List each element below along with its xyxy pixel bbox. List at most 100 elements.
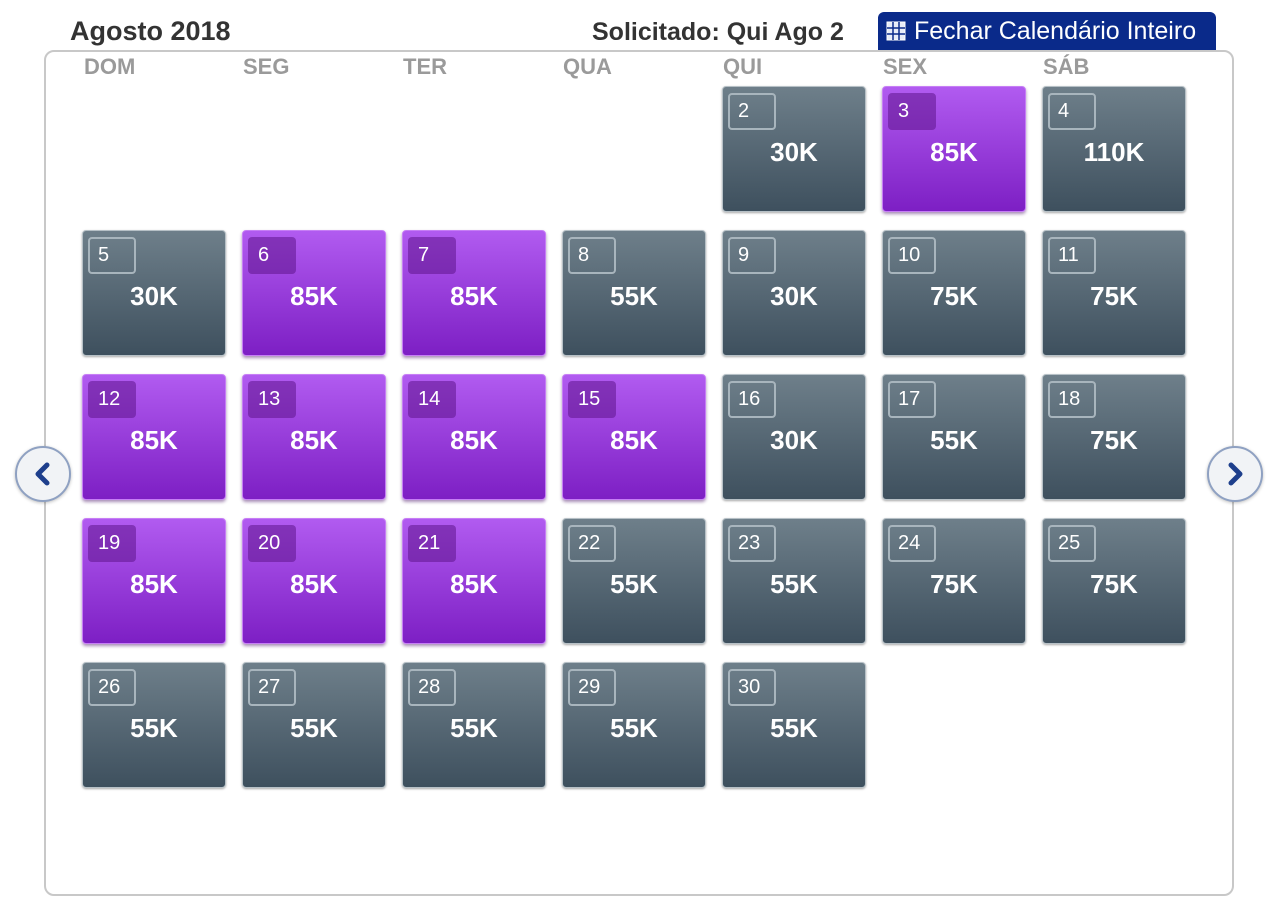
day-price: 55K <box>930 425 978 455</box>
day-tile[interactable]: 12 85K <box>82 374 226 500</box>
day-price: 75K <box>1090 281 1138 311</box>
requested-date: Solicitado: Qui Ago 2 <box>592 18 844 46</box>
day-price: 85K <box>130 569 178 599</box>
day-number: 7 <box>408 237 456 274</box>
day-number: 25 <box>1048 525 1096 562</box>
day-price: 55K <box>450 713 498 743</box>
day-tile[interactable]: 9 30K <box>722 230 866 356</box>
day-number: 20 <box>248 525 296 562</box>
day-number: 15 <box>568 381 616 418</box>
day-number: 26 <box>88 669 136 706</box>
day-tile[interactable]: 24 75K <box>882 518 1026 644</box>
day-tile[interactable]: 29 55K <box>562 662 706 788</box>
day-tile[interactable]: 4 110K <box>1042 86 1186 212</box>
weekday-sat: SÁB <box>1043 54 1090 79</box>
day-number: 24 <box>888 525 936 562</box>
empty-day-cell <box>242 86 386 212</box>
day-tile[interactable]: 30 55K <box>722 662 866 788</box>
day-number: 4 <box>1048 93 1096 130</box>
day-number: 13 <box>248 381 296 418</box>
day-price: 55K <box>290 713 338 743</box>
day-price: 85K <box>290 569 338 599</box>
weekday-sun: DOM <box>84 54 136 79</box>
day-number: 16 <box>728 381 776 418</box>
day-number: 11 <box>1048 237 1096 274</box>
day-tile[interactable]: 19 85K <box>82 518 226 644</box>
day-number: 30 <box>728 669 776 706</box>
day-tile[interactable]: 11 75K <box>1042 230 1186 356</box>
day-number: 29 <box>568 669 616 706</box>
day-price: 30K <box>770 425 818 455</box>
day-tile[interactable]: 17 55K <box>882 374 1026 500</box>
day-number: 10 <box>888 237 936 274</box>
day-price: 55K <box>610 569 658 599</box>
day-tile[interactable]: 21 85K <box>402 518 546 644</box>
empty-day-cell <box>82 86 226 212</box>
day-price: 110K <box>1083 137 1145 167</box>
day-tile[interactable]: 10 75K <box>882 230 1026 356</box>
grid-icon <box>886 21 906 41</box>
weekday-tue: TER <box>403 54 447 79</box>
chevron-right-icon <box>1228 462 1243 486</box>
empty-day-cell <box>562 86 706 212</box>
prev-month-button[interactable] <box>15 446 71 502</box>
day-number: 23 <box>728 525 776 562</box>
day-price: 55K <box>610 713 658 743</box>
weekday-wed: QUA <box>563 54 612 79</box>
day-number: 9 <box>728 237 776 274</box>
calendar-grid: 2 30K 3 85K 4 110K 5 30K 6 85K 7 85K 8 55K 9 30K 10 75K 11… <box>82 86 1188 788</box>
day-number: 22 <box>568 525 616 562</box>
day-tile[interactable]: 18 75K <box>1042 374 1186 500</box>
day-price: 75K <box>1090 569 1138 599</box>
day-price: 30K <box>130 281 178 311</box>
day-price: 85K <box>450 425 498 455</box>
day-price: 75K <box>1090 425 1138 455</box>
weekday-thu: QUI <box>723 54 763 79</box>
day-tile[interactable]: 13 85K <box>242 374 386 500</box>
day-number: 12 <box>88 381 136 418</box>
day-tile[interactable]: 14 85K <box>402 374 546 500</box>
day-tile[interactable]: 2 30K <box>722 86 866 212</box>
day-price: 85K <box>450 281 498 311</box>
day-tile[interactable]: 15 85K <box>562 374 706 500</box>
day-number: 17 <box>888 381 936 418</box>
day-tile[interactable]: 25 75K <box>1042 518 1186 644</box>
day-tile[interactable]: 3 85K <box>882 86 1026 212</box>
chevron-left-icon <box>35 462 50 486</box>
day-number: 19 <box>88 525 136 562</box>
day-tile[interactable]: 22 55K <box>562 518 706 644</box>
day-number: 14 <box>408 381 456 418</box>
day-number: 3 <box>888 93 936 130</box>
next-month-button[interactable] <box>1207 446 1263 502</box>
close-calendar-button[interactable]: Fechar Calendário Inteiro <box>878 12 1216 50</box>
day-number: 5 <box>88 237 136 274</box>
day-tile[interactable]: 6 85K <box>242 230 386 356</box>
day-price: 75K <box>930 281 978 311</box>
day-tile[interactable]: 7 85K <box>402 230 546 356</box>
day-number: 2 <box>728 93 776 130</box>
day-number: 21 <box>408 525 456 562</box>
day-tile[interactable]: 23 55K <box>722 518 866 644</box>
day-tile[interactable]: 8 55K <box>562 230 706 356</box>
day-tile[interactable]: 27 55K <box>242 662 386 788</box>
day-tile[interactable]: 16 30K <box>722 374 866 500</box>
day-price: 30K <box>770 137 818 167</box>
day-tile[interactable]: 28 55K <box>402 662 546 788</box>
day-number: 27 <box>248 669 296 706</box>
day-price: 85K <box>450 569 498 599</box>
day-price: 30K <box>770 281 818 311</box>
day-price: 85K <box>130 425 178 455</box>
day-price: 85K <box>930 137 978 167</box>
day-price: 55K <box>770 569 818 599</box>
day-tile[interactable]: 5 30K <box>82 230 226 356</box>
day-price: 75K <box>930 569 978 599</box>
day-price: 85K <box>610 425 658 455</box>
day-number: 6 <box>248 237 296 274</box>
day-number: 18 <box>1048 381 1096 418</box>
month-title: Agosto 2018 <box>70 16 231 46</box>
day-price: 55K <box>770 713 818 743</box>
day-tile[interactable]: 20 85K <box>242 518 386 644</box>
empty-day-cell <box>402 86 546 212</box>
day-tile[interactable]: 26 55K <box>82 662 226 788</box>
day-price: 55K <box>130 713 178 743</box>
